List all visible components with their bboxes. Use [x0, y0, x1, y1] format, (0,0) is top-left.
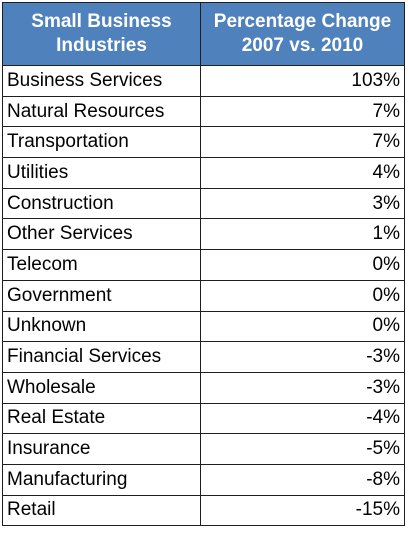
- industry-cell: Utilities: [2, 157, 201, 189]
- percentage-change-cell: -3%: [200, 371, 405, 404]
- industry-cell: Construction: [2, 187, 201, 220]
- header-change-line-2: 2007 vs. 2010: [241, 35, 364, 56]
- table-row: Government 0%: [2, 279, 405, 312]
- industry-cell: Government: [2, 279, 201, 312]
- table-row: Telecom 0%: [2, 249, 405, 281]
- header-change-line-1: Percentage Change: [213, 11, 392, 32]
- industry-cell: Financial Services: [2, 341, 201, 373]
- industry-cell: Business Services: [2, 65, 201, 97]
- table-body: Business Services 103% Natural Resources 7%…: [2, 65, 405, 527]
- percentage-change-cell: 3%: [200, 187, 405, 220]
- industry-cell: Other Services: [2, 218, 201, 251]
- percentage-change-cell: -3%: [200, 341, 405, 373]
- table-row: Unknown 0%: [2, 310, 405, 343]
- table-row: Natural Resources 7%: [2, 95, 405, 128]
- industry-change-table: Small Business Industries Percentage Cha…: [2, 2, 405, 527]
- header-industries-line-1: Small Business: [31, 11, 172, 32]
- percentage-change-cell: 7%: [200, 126, 405, 159]
- header-industries: Small Business Industries: [2, 2, 201, 66]
- industry-cell: Insurance: [2, 433, 201, 465]
- industry-cell: Wholesale: [2, 371, 201, 404]
- table-row: Retail -15%: [2, 494, 405, 527]
- percentage-change-cell: -8%: [200, 463, 405, 496]
- table-row: Utilities 4%: [2, 157, 405, 189]
- table-row: Wholesale -3%: [2, 371, 405, 404]
- industry-cell: Retail: [2, 494, 201, 527]
- industry-cell: Natural Resources: [2, 95, 201, 128]
- table-row: Other Services 1%: [2, 218, 405, 251]
- header-percentage-change: Percentage Change 2007 vs. 2010: [200, 2, 405, 66]
- industry-change-table-container: Small Business Industries Percentage Cha…: [2, 2, 405, 527]
- industry-cell: Transportation: [2, 126, 201, 159]
- percentage-change-cell: 0%: [200, 310, 405, 343]
- percentage-change-cell: 0%: [200, 249, 405, 281]
- header-row: Small Business Industries Percentage Cha…: [2, 2, 405, 66]
- table-row: Real Estate -4%: [2, 402, 405, 435]
- industry-cell: Unknown: [2, 310, 201, 343]
- percentage-change-cell: 4%: [200, 157, 405, 189]
- percentage-change-cell: -5%: [200, 433, 405, 465]
- percentage-change-cell: -4%: [200, 402, 405, 435]
- table-header: Small Business Industries Percentage Cha…: [2, 2, 405, 66]
- percentage-change-cell: 7%: [200, 95, 405, 128]
- table-row: Construction 3%: [2, 187, 405, 220]
- header-industries-line-2: Industries: [56, 35, 147, 56]
- percentage-change-cell: -15%: [200, 494, 405, 527]
- table-row: Transportation 7%: [2, 126, 405, 159]
- industry-cell: Real Estate: [2, 402, 201, 435]
- table-row: Manufacturing -8%: [2, 463, 405, 496]
- table-row: Financial Services -3%: [2, 341, 405, 373]
- industry-cell: Manufacturing: [2, 463, 201, 496]
- table-row: Business Services 103%: [2, 65, 405, 97]
- table-row: Insurance -5%: [2, 433, 405, 465]
- percentage-change-cell: 1%: [200, 218, 405, 251]
- percentage-change-cell: 0%: [200, 279, 405, 312]
- percentage-change-cell: 103%: [200, 65, 405, 97]
- industry-cell: Telecom: [2, 249, 201, 281]
